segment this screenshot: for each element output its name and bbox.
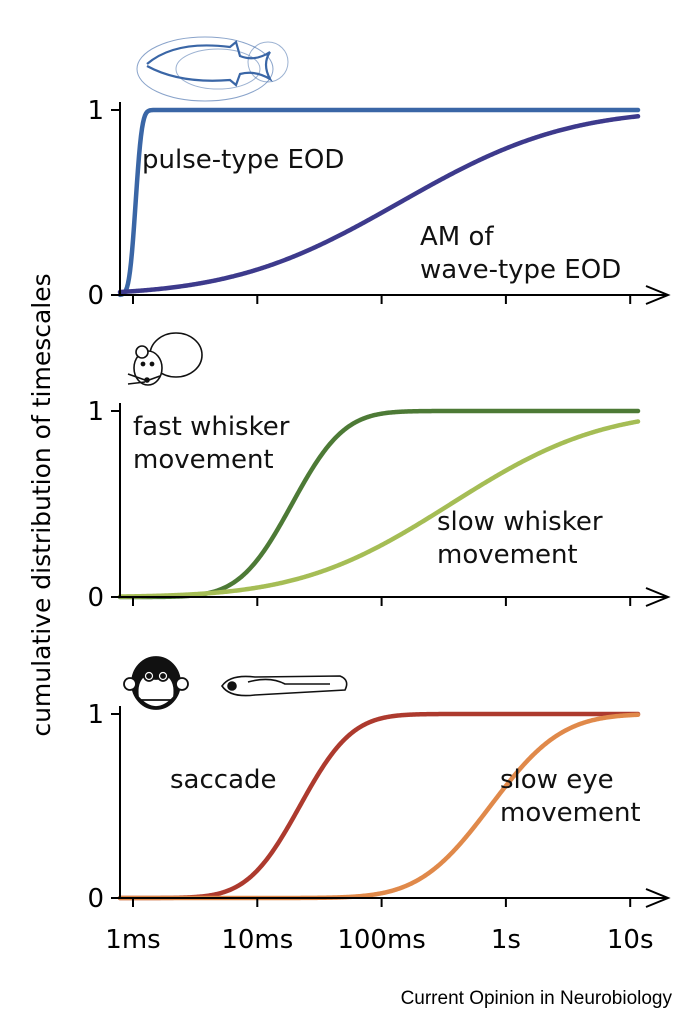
x-axis-arrow [645, 888, 671, 908]
zebrafish-larva-icon [221, 675, 348, 697]
series-label: movement [500, 798, 641, 828]
series-line-slow-whisker-movement [117, 419, 641, 599]
y-tick-label: 1 [87, 397, 104, 427]
series-label: wave-type EOD [420, 255, 621, 285]
y-tick-label: 0 [87, 884, 104, 914]
series-label: slow eye [500, 765, 614, 795]
y-axis-label: cumulative distribution of timescales [27, 273, 56, 736]
series-label: fast whisker [133, 412, 290, 442]
y-tick-label: 1 [87, 700, 104, 730]
x-tick-label: 1ms [105, 925, 160, 955]
x-tick-label: 100ms [337, 925, 426, 955]
series-label: movement [437, 540, 578, 570]
y-tick-label: 0 [87, 583, 104, 613]
series-label: AM of [420, 222, 494, 252]
series-line-am-of-wave-type-eod [117, 114, 641, 295]
credit-text: Current Opinion in Neurobiology [401, 988, 673, 1009]
series-line-pulse-type-eod [117, 107, 641, 298]
mouse-icon [127, 332, 203, 386]
y-tick-label: 1 [87, 96, 104, 126]
x-axis-arrow [645, 587, 671, 607]
x-tick-label: 10ms [221, 925, 293, 955]
series-label: slow whisker [437, 507, 603, 537]
x-tick-label: 1s [491, 925, 521, 955]
monkey-icon [123, 656, 189, 710]
x-tick-label: 10s [607, 925, 654, 955]
x-axis-arrow [645, 285, 671, 305]
y-tick-label: 0 [87, 281, 104, 311]
series-label: saccade [170, 765, 277, 795]
series-label: movement [133, 445, 274, 475]
electric-fish-icon [136, 36, 289, 102]
series-label: pulse-type EOD [142, 145, 344, 175]
